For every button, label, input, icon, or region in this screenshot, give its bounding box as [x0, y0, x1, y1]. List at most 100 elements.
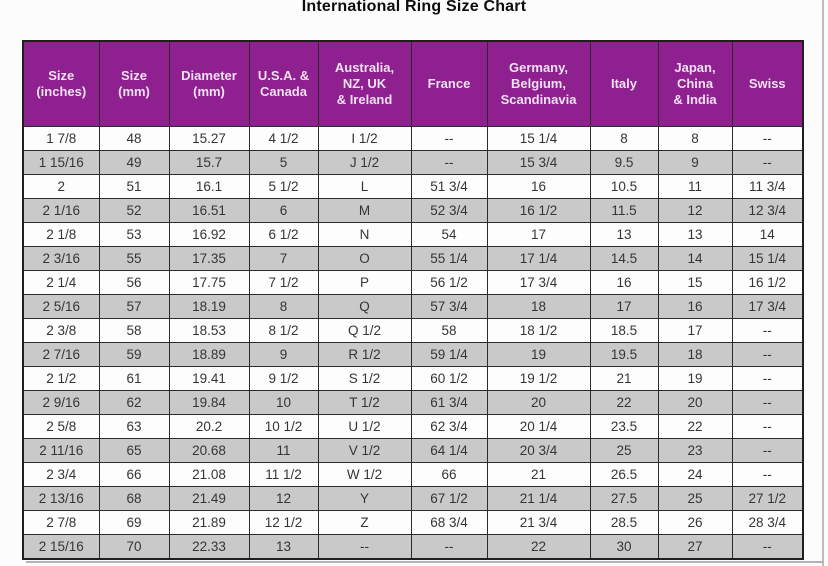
cell: 7 1/2: [248, 270, 319, 295]
cell: 2 13/16: [22, 486, 100, 511]
cell: 66: [410, 462, 488, 487]
scan-edge-right: [822, 0, 824, 566]
cell: 18.89: [168, 342, 250, 367]
cell: 2 7/8: [22, 510, 100, 535]
cell: 16: [589, 270, 659, 295]
cell: 10 1/2: [248, 414, 319, 439]
cell: 24: [657, 462, 733, 487]
cell: 22: [486, 534, 591, 559]
cell: 2 11/16: [22, 438, 100, 463]
cell: 11.5: [589, 198, 659, 223]
cell: 21 1/4: [486, 486, 591, 511]
cell: 58: [98, 318, 170, 343]
scan-edge-bottom: [26, 561, 824, 563]
cell: 6 1/2: [248, 222, 319, 247]
cell: 30: [589, 534, 659, 559]
ring-size-table: Size (inches) Size (mm) Diameter (mm) U.S.A…: [22, 40, 804, 560]
cell: 27.5: [589, 486, 659, 511]
cell: 61 3/4: [410, 390, 488, 415]
cell: 20: [486, 390, 591, 415]
cell: 14: [657, 246, 733, 271]
cell: 19.5: [589, 342, 659, 367]
cell: 2 9/16: [22, 390, 100, 415]
cell: 56 1/2: [410, 270, 488, 295]
cell: 65: [98, 438, 170, 463]
cell: 53: [98, 222, 170, 247]
column-header: Diameter (mm): [168, 40, 250, 127]
cell: 16: [657, 294, 733, 319]
table-row: 2 1/8 53 16.92 6 1/2 N 54 17 13 13 14: [22, 222, 804, 247]
table-row: 2 1/2 61 19.41 9 1/2 S 1/2 60 1/2 19 1/2 21 19 --: [22, 366, 804, 391]
cell: J 1/2: [317, 150, 412, 175]
table-row: 2 13/16 68 21.49 12 Y 67 1/2 21 1/4 27.5 25 27 1/…: [22, 486, 804, 511]
cell: 48: [98, 126, 170, 151]
cell: --: [410, 126, 488, 151]
cell: 14.5: [589, 246, 659, 271]
cell: --: [410, 150, 488, 175]
cell: 19.84: [168, 390, 250, 415]
cell: 22: [589, 390, 659, 415]
cell: L: [317, 174, 412, 199]
cell: 20.68: [168, 438, 250, 463]
cell: Y: [317, 486, 412, 511]
cell: --: [731, 126, 804, 151]
cell: N: [317, 222, 412, 247]
table-row: 1 7/8 48 15.27 4 1/2 I 1/2 -- 15 1/4 8 8 --: [22, 126, 804, 151]
cell: 16 1/2: [731, 270, 804, 295]
cell: 18 1/2: [486, 318, 591, 343]
cell: 17.35: [168, 246, 250, 271]
table-body: 1 7/8 48 15.27 4 1/2 I 1/2 -- 15 1/4 8 8 -- 1 15/1…: [22, 126, 804, 559]
cell: 19: [486, 342, 591, 367]
cell: --: [731, 438, 804, 463]
table-row: 1 15/16 49 15.7 5 J 1/2 -- 15 3/4 9.5 9 --: [22, 150, 804, 175]
cell: 16.92: [168, 222, 250, 247]
cell: --: [731, 150, 804, 175]
cell: 58: [410, 318, 488, 343]
cell: 25: [657, 486, 733, 511]
cell: 8: [589, 126, 659, 151]
table-row: 2 1/4 56 17.75 7 1/2 P 56 1/2 17 3/4 16 15 16 1/2: [22, 270, 804, 295]
cell: 59: [98, 342, 170, 367]
cell: 20 1/4: [486, 414, 591, 439]
cell: Q 1/2: [317, 318, 412, 343]
cell: 2 15/16: [22, 534, 100, 559]
cell: 57: [98, 294, 170, 319]
cell: 18.5: [589, 318, 659, 343]
cell: --: [731, 414, 804, 439]
cell: 25: [589, 438, 659, 463]
cell: 2 1/16: [22, 198, 100, 223]
cell: 17 3/4: [486, 270, 591, 295]
cell: 11: [248, 438, 319, 463]
cell: 21: [589, 366, 659, 391]
table-row: 2 51 16.1 5 1/2 L 51 3/4 16 10.5 11 11 3/4: [22, 174, 804, 199]
cell: 5: [248, 150, 319, 175]
cell: 12 3/4: [731, 198, 804, 223]
cell: 68: [98, 486, 170, 511]
cell: 12: [657, 198, 733, 223]
cell: 11: [657, 174, 733, 199]
cell: 10.5: [589, 174, 659, 199]
cell: 12: [248, 486, 319, 511]
cell: 19.41: [168, 366, 250, 391]
cell: 2 3/16: [22, 246, 100, 271]
cell: 15 1/4: [731, 246, 804, 271]
cell: --: [731, 534, 804, 559]
cell: S 1/2: [317, 366, 412, 391]
cell: 62 3/4: [410, 414, 488, 439]
cell: 19: [657, 366, 733, 391]
cell: I 1/2: [317, 126, 412, 151]
cell: 21.08: [168, 462, 250, 487]
cell: 18.53: [168, 318, 250, 343]
cell: 13: [657, 222, 733, 247]
cell: 18.19: [168, 294, 250, 319]
table-row: 2 9/16 62 19.84 10 T 1/2 61 3/4 20 22 20 --: [22, 390, 804, 415]
cell: 8: [248, 294, 319, 319]
cell: 9 1/2: [248, 366, 319, 391]
cell: 60 1/2: [410, 366, 488, 391]
column-header: Size (inches): [22, 40, 100, 127]
cell: 23.5: [589, 414, 659, 439]
cell: 63: [98, 414, 170, 439]
cell: 9: [248, 342, 319, 367]
cell: 49: [98, 150, 170, 175]
cell: 7: [248, 246, 319, 271]
